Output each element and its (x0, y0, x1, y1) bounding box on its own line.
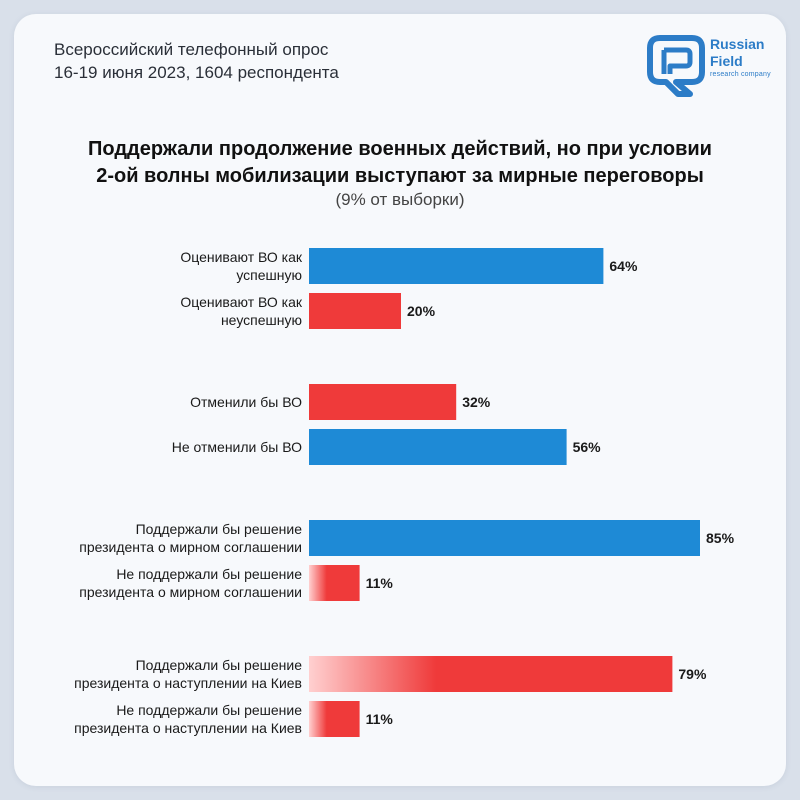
category-label: президента о мирном соглашении (79, 584, 302, 600)
category-label: неуспешную (221, 312, 302, 328)
rf-logo-icon (647, 35, 705, 97)
chart-title: Поддержали продолжение военных действий,… (14, 136, 786, 190)
bar (309, 293, 401, 329)
survey-info: Всероссийский телефонный опрос 16-19 июн… (54, 38, 339, 84)
bar (309, 384, 457, 420)
bar (309, 520, 700, 556)
bar (309, 248, 604, 284)
category-label: президента о мирном соглашении (79, 539, 302, 555)
survey-info-line1: Всероссийский телефонный опрос (54, 40, 329, 59)
bar-value-label: 11% (366, 575, 394, 591)
bar (309, 656, 673, 692)
category-label: Поддержали бы решение (136, 657, 303, 673)
brand-name: Russian Field (710, 36, 764, 70)
brand-tagline: research company (710, 71, 771, 78)
bar-value-label: 32% (462, 394, 491, 410)
category-label: Поддержали бы решение (136, 521, 303, 537)
infographic-card: Всероссийский телефонный опрос 16-19 июн… (14, 14, 786, 786)
bar-value-label: 64% (609, 258, 638, 274)
chart-title-line1: Поддержали продолжение военных действий,… (88, 138, 712, 160)
bar-value-label: 85% (706, 530, 735, 546)
category-label: Не поддержали бы решение (116, 702, 302, 718)
bar-value-label: 11% (366, 711, 394, 727)
category-label: Оценивают ВО как (180, 249, 303, 265)
bar-chart: 64% Оценивают ВО как успешную 20% Оценивают … (74, 248, 735, 737)
brand-line1: Russian (710, 36, 765, 52)
category-label: президента о наступлении на Киев (74, 720, 302, 736)
bar (309, 429, 567, 465)
category-label: президента о наступлении на Киев (74, 675, 302, 691)
bar-value-label: 20% (407, 303, 436, 319)
category-label: Оценивают ВО как (180, 294, 303, 310)
chart-title-line2: 2-ой волны мобилизации выступают за мирн… (96, 165, 704, 187)
bar-value-label: 56% (573, 439, 602, 455)
category-label: Отменили бы ВО (190, 394, 302, 410)
brand-line2: Field (710, 53, 743, 69)
survey-info-line2: 16-19 июня 2023, 1604 респондента (54, 63, 339, 82)
category-label: Не отменили бы ВО (172, 439, 302, 455)
bar (309, 701, 360, 737)
bar (309, 565, 360, 601)
category-label: успешную (236, 267, 302, 283)
category-label: Не поддержали бы решение (116, 566, 302, 582)
chart-subtitle: (9% от выборки) (335, 190, 465, 209)
bar-value-label: 79% (678, 666, 707, 682)
